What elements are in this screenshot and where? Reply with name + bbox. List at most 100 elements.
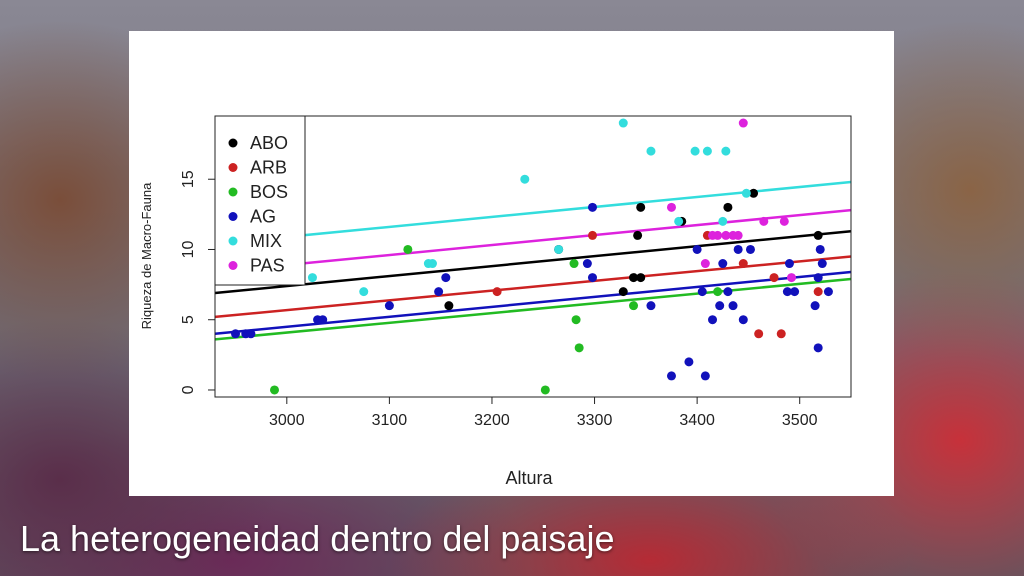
data-point-abo [813, 230, 823, 240]
data-point-abo [749, 188, 759, 198]
data-point-abo [618, 287, 628, 297]
x-tick-label: 3500 [782, 412, 818, 429]
data-point-ag [813, 273, 823, 283]
y-axis-label: Riqueza de Macro-Fauna [139, 182, 154, 329]
data-point-pas [700, 259, 710, 269]
x-tick-label: 3000 [269, 412, 305, 429]
data-point-abo [636, 273, 646, 283]
data-point-pas [721, 230, 731, 240]
data-point-ag [582, 259, 592, 269]
data-point-ag [784, 259, 794, 269]
data-point-abo [444, 301, 454, 311]
legend: ABO ARB BOS AG MIX PAS [214, 115, 306, 286]
data-point-arb [492, 287, 502, 297]
data-point-abo [629, 273, 639, 283]
data-point-pas [733, 230, 743, 240]
data-point-pas [787, 273, 797, 283]
legend-label-mix: MIX [250, 231, 282, 251]
data-point-bos [540, 385, 550, 395]
data-point-ag [815, 244, 825, 254]
data-point-arb [776, 329, 786, 339]
y-axis: 0 5 10 15 [180, 170, 215, 394]
data-point-ag [692, 244, 702, 254]
data-point-mix [427, 259, 437, 269]
data-point-ag [817, 259, 827, 269]
data-point-ag [587, 202, 597, 212]
data-point-pas [779, 216, 789, 226]
data-point-ag [728, 301, 738, 311]
data-point-pas [713, 230, 723, 240]
data-point-ag [700, 371, 710, 381]
data-point-ag [708, 315, 718, 325]
data-point-mix [646, 146, 656, 156]
data-point-ag [684, 357, 694, 367]
data-point-ag [813, 343, 823, 353]
plot-frame [214, 115, 852, 398]
data-point-mix [721, 146, 731, 156]
data-point-ag [810, 301, 820, 311]
x-axis-label: Altura [505, 468, 553, 488]
data-point-ag [733, 244, 743, 254]
y-tick-label: 10 [180, 240, 197, 258]
data-points [231, 118, 833, 395]
data-point-ag [715, 301, 725, 311]
data-point-ag [384, 301, 394, 311]
x-tick-label: 3200 [474, 412, 510, 429]
data-point-mix [307, 273, 317, 283]
data-point-ag [318, 315, 328, 325]
y-tick-label: 0 [180, 385, 197, 394]
legend-marker-ag [228, 212, 238, 221]
data-point-mix [741, 188, 751, 198]
legend-marker-abo [228, 138, 238, 148]
x-tick-label: 3100 [372, 412, 408, 429]
legend-marker-pas [228, 261, 238, 270]
legend-marker-bos [228, 187, 238, 197]
scatter-chart: 3000 3100 3200 3300 3400 3500 0 5 10 15 Altura R… [139, 115, 852, 488]
data-point-bos [574, 343, 584, 353]
trend-line-pas [214, 208, 852, 274]
data-point-mix [702, 146, 712, 156]
trend-line-bos [214, 277, 852, 341]
legend-marker-arb [228, 163, 238, 172]
data-point-ag [738, 315, 748, 325]
legend-marker-mix [228, 236, 238, 246]
data-point-ag [790, 287, 800, 297]
data-point-ag [646, 301, 656, 311]
data-point-ag [587, 273, 597, 283]
data-point-mix [618, 118, 628, 128]
data-point-bos [629, 301, 639, 311]
data-point-mix [359, 287, 369, 297]
data-point-bos [569, 259, 579, 269]
y-tick-label: 5 [180, 315, 197, 324]
data-point-ag [823, 287, 833, 297]
data-point-mix [674, 216, 684, 226]
data-point-ag [246, 329, 256, 339]
data-point-bos [403, 244, 413, 254]
data-point-mix [520, 174, 530, 184]
data-point-pas [666, 202, 676, 212]
data-point-ag [745, 244, 755, 254]
data-point-ag [697, 287, 707, 297]
data-point-pas [759, 216, 769, 226]
data-point-mix [718, 216, 728, 226]
chart-panel: 3000 3100 3200 3300 3400 3500 0 5 10 15 Altura R… [129, 31, 894, 496]
data-point-arb [738, 259, 748, 269]
legend-label-arb: ARB [250, 158, 287, 178]
data-point-abo [633, 230, 643, 240]
trend-line-abo [214, 229, 852, 295]
data-point-ag [782, 287, 792, 297]
data-point-arb [754, 329, 764, 339]
data-point-ag [231, 329, 241, 339]
data-point-mix [554, 244, 564, 254]
x-tick-label: 3300 [577, 412, 613, 429]
y-tick-label: 15 [180, 170, 197, 188]
data-point-bos [713, 287, 723, 297]
x-tick-label: 3400 [679, 412, 715, 429]
slide-title: La heterogeneidad dentro del paisaje [20, 518, 615, 559]
trend-line-arb [214, 255, 852, 319]
data-point-arb [813, 287, 823, 297]
trend-lines [214, 180, 852, 341]
data-point-ag [441, 273, 451, 283]
data-point-ag [666, 371, 676, 381]
data-point-arb [769, 273, 779, 283]
